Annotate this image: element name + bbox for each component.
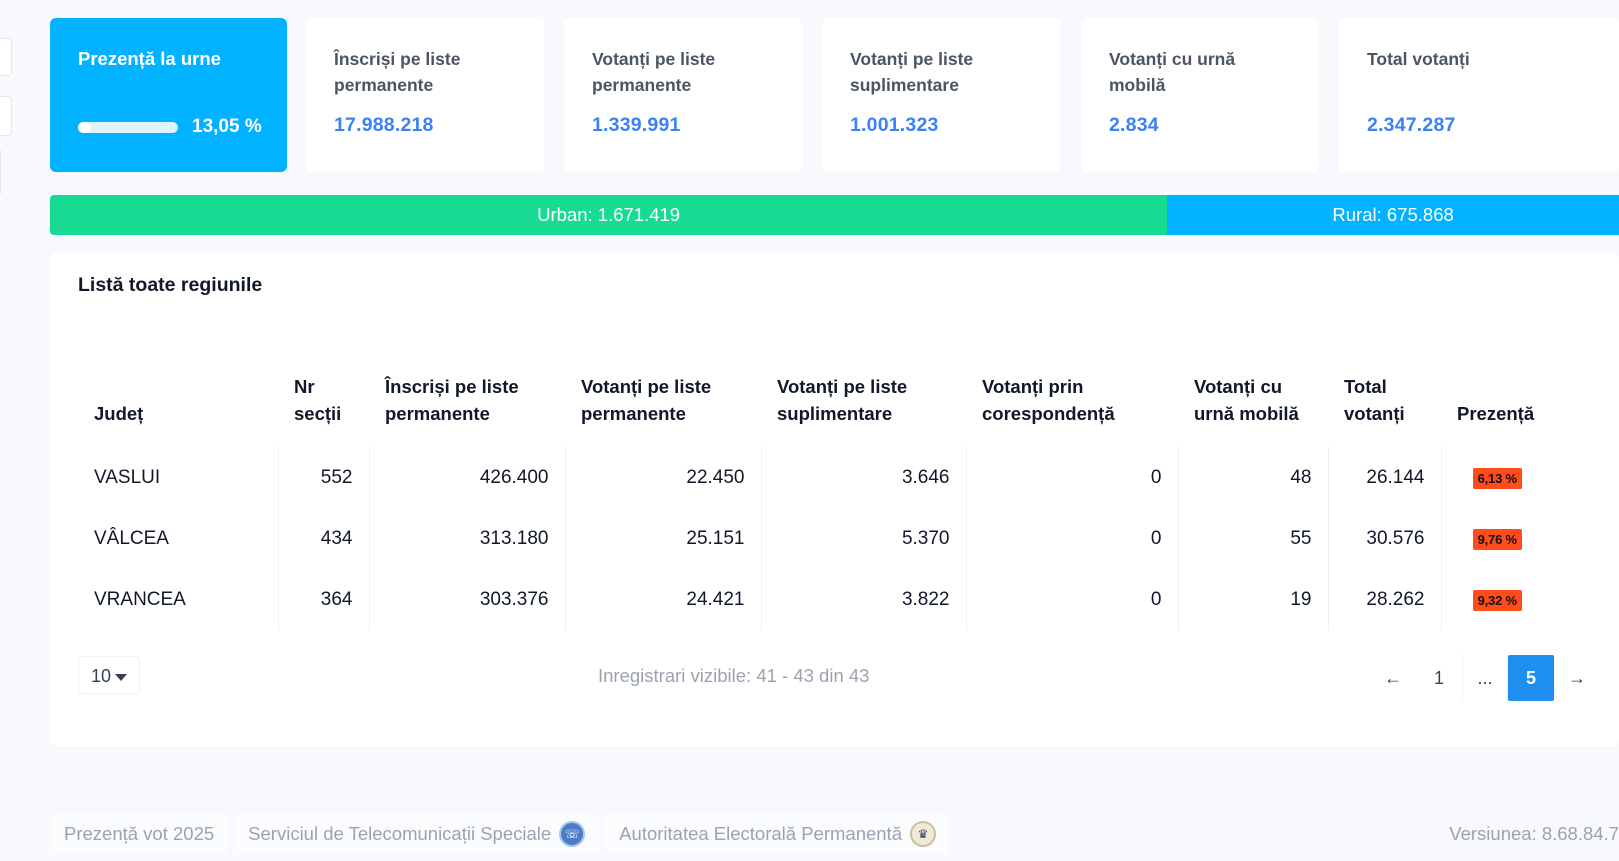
table-header-row: Județ Nr secții Înscriși pe liste permanen… bbox=[78, 373, 1553, 447]
stat-card-total-votanti: Total votanți 2.347.287 bbox=[1339, 18, 1619, 172]
presence-percent: 13,05 % bbox=[192, 116, 262, 137]
stat-card-inscrisi: Înscriși pe liste permanente 17.988.218 bbox=[306, 18, 544, 172]
footer-sts-link[interactable]: Serviciul de Telecomunicații Speciale ☏ bbox=[234, 814, 600, 854]
stat-card-votanti-permanente: Votanți pe liste permanente 1.339.991 bbox=[564, 18, 802, 172]
stat-card-value: 1.001.323 bbox=[850, 114, 939, 136]
cell-judet: VÂLCEA bbox=[78, 508, 279, 569]
records-info: Inregistrari vizibile: 41 - 43 din 43 bbox=[598, 665, 870, 686]
cell-urna-mobila: 48 bbox=[1178, 447, 1329, 508]
cell-inscrisi: 303.376 bbox=[369, 569, 566, 630]
pagination: ← 1 ... 5 → bbox=[1370, 655, 1600, 701]
cell-inscrisi: 426.400 bbox=[369, 447, 566, 508]
page-button-current[interactable]: 5 bbox=[1508, 655, 1554, 701]
side-tab[interactable] bbox=[0, 38, 12, 76]
col-header-sectii[interactable]: Nr secții bbox=[294, 376, 342, 424]
next-page-button[interactable]: → bbox=[1568, 667, 1586, 688]
cell-judet: VASLUI bbox=[78, 447, 279, 508]
stat-card-value: 1.339.991 bbox=[592, 114, 681, 136]
col-header-urna-mobila[interactable]: Votanți cu urnă mobilă bbox=[1194, 376, 1299, 424]
col-header-inscrisi[interactable]: Înscriși pe liste permanente bbox=[385, 376, 519, 424]
presence-card-title: Prezență la urne bbox=[78, 48, 221, 69]
presence-card: Prezență la urne 13,05 % bbox=[50, 18, 287, 172]
stat-card-votanti-suplimentare: Votanți pe liste suplimentare 1.001.323 bbox=[822, 18, 1060, 172]
urban-segment: Urban: 1.671.419 bbox=[50, 195, 1168, 235]
cell-votanti-suplimentare: 5.370 bbox=[761, 508, 967, 569]
presence-badge: 9,76 % bbox=[1472, 528, 1522, 550]
sts-logo-icon: ☏ bbox=[559, 821, 586, 847]
version-label: Versiunea: 8.68.84.7 bbox=[1449, 823, 1619, 844]
prev-page-button[interactable]: ← bbox=[1384, 667, 1402, 688]
cell-prezenta: 9,76 % bbox=[1441, 508, 1553, 569]
urban-rural-bar: Urban: 1.671.419 Rural: 675.868 bbox=[50, 195, 1619, 235]
presence-progress-fill bbox=[78, 122, 92, 133]
stat-card-title: Votanți cu urnă mobilă bbox=[1109, 49, 1236, 95]
left-edge-controls bbox=[0, 0, 14, 861]
cell-votanti-corespondenta: 0 bbox=[966, 569, 1179, 630]
divider bbox=[0, 150, 1, 194]
cell-inscrisi: 313.180 bbox=[369, 508, 566, 569]
table-row: VASLUI 552 426.400 22.450 3.646 0 48 26.… bbox=[78, 447, 1553, 508]
presence-badge: 6,13 % bbox=[1472, 467, 1522, 489]
cell-votanti-suplimentare: 3.646 bbox=[761, 447, 967, 508]
panel-title: Listă toate regiunile bbox=[78, 274, 263, 296]
regions-panel: Listă toate regiunile Județ Nr secții Îns… bbox=[50, 253, 1619, 746]
caret-down-icon bbox=[115, 673, 128, 681]
page-button-first[interactable]: 1 bbox=[1433, 667, 1444, 688]
stat-card-title: Total votanți bbox=[1367, 49, 1470, 69]
footer: Prezență vot 2025 Serviciul de Telecomun… bbox=[50, 814, 950, 854]
cell-votanti-suplimentare: 3.822 bbox=[761, 569, 967, 630]
cell-total-votanti: 26.144 bbox=[1328, 447, 1442, 508]
cell-prezenta: 6,13 % bbox=[1441, 447, 1553, 508]
col-header-prezenta[interactable]: Prezență bbox=[1457, 403, 1535, 424]
cell-judet: VRANCEA bbox=[78, 569, 279, 630]
col-header-votanti-permanente[interactable]: Votanți pe liste permanente bbox=[581, 376, 712, 424]
cell-votanti-permanente: 25.151 bbox=[565, 508, 762, 569]
stat-card-title: Înscriși pe liste permanente bbox=[334, 49, 461, 95]
cell-votanti-permanente: 22.450 bbox=[565, 447, 762, 508]
pagination-ellipsis: ... bbox=[1462, 655, 1508, 701]
cell-sectii: 364 bbox=[278, 569, 370, 630]
page-size-select[interactable]: 10 bbox=[78, 656, 140, 694]
cell-sectii: 434 bbox=[278, 508, 370, 569]
stat-card-value: 2.347.287 bbox=[1367, 114, 1456, 136]
page-size-value: 10 bbox=[91, 666, 112, 686]
stat-card-value: 17.988.218 bbox=[334, 114, 434, 136]
stat-card-title: Votanți pe liste suplimentare bbox=[850, 49, 974, 95]
table-row: VÂLCEA 434 313.180 25.151 5.370 0 55 30.… bbox=[78, 508, 1553, 569]
cell-prezenta: 9,32 % bbox=[1441, 569, 1553, 630]
col-header-votanti-corespondenta[interactable]: Votanți prin corespondență bbox=[982, 376, 1115, 424]
table-row: VRANCEA 364 303.376 24.421 3.822 0 19 28… bbox=[78, 569, 1553, 630]
cell-sectii: 552 bbox=[278, 447, 370, 508]
cell-votanti-corespondenta: 0 bbox=[966, 447, 1179, 508]
cell-votanti-corespondenta: 0 bbox=[966, 508, 1179, 569]
presence-badge: 9,32 % bbox=[1472, 589, 1522, 611]
footer-aep-link[interactable]: Autoritatea Electorală Permanentă ♛ bbox=[605, 814, 950, 854]
presence-progress-bar bbox=[78, 122, 178, 133]
regions-table: Județ Nr secții Înscriși pe liste permanen… bbox=[78, 373, 1553, 630]
footer-app-name: Prezență vot 2025 bbox=[50, 814, 229, 854]
cell-urna-mobila: 19 bbox=[1178, 569, 1329, 630]
stat-card-urna-mobila: Votanți cu urnă mobilă 2.834 bbox=[1081, 18, 1319, 172]
cell-total-votanti: 28.262 bbox=[1328, 569, 1442, 630]
col-header-judet[interactable]: Județ bbox=[94, 403, 144, 424]
aep-crest-icon: ♛ bbox=[910, 821, 936, 847]
side-tab[interactable] bbox=[0, 96, 12, 136]
stat-card-title: Votanți pe liste permanente bbox=[592, 49, 716, 95]
cell-urna-mobila: 55 bbox=[1178, 508, 1329, 569]
cell-total-votanti: 30.576 bbox=[1328, 508, 1442, 569]
rural-segment: Rural: 675.868 bbox=[1167, 195, 1619, 235]
col-header-votanti-suplimentare[interactable]: Votanți pe liste suplimentare bbox=[777, 376, 908, 424]
col-header-total-votanti[interactable]: Total votanți bbox=[1344, 376, 1405, 424]
cell-votanti-permanente: 24.421 bbox=[565, 569, 762, 630]
stat-card-value: 2.834 bbox=[1109, 114, 1159, 136]
